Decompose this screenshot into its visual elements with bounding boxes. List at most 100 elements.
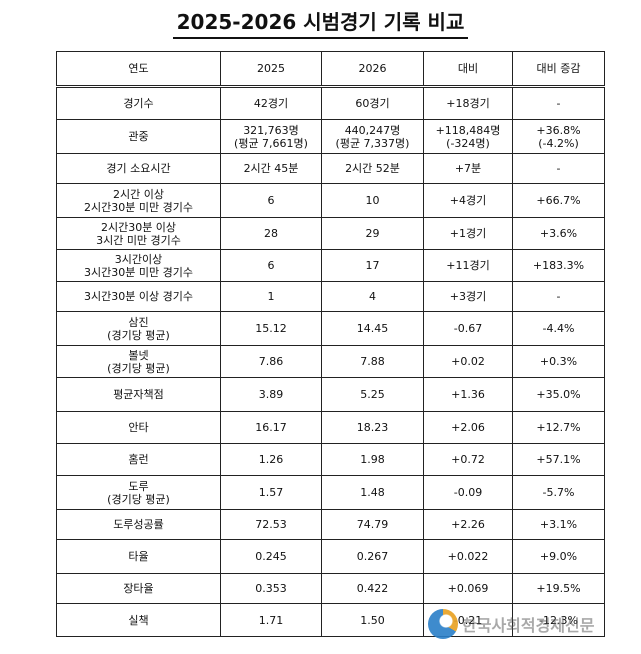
value-2026: 1.48 [321,475,424,510]
row-label: 3시간30분 이상 경기수 [56,281,221,312]
row-label: 타율 [56,539,221,574]
table-row: 삼진 (경기당 평균) 15.12 14.45 -0.67 -4.4% [56,311,605,346]
value-2026: 17 [321,249,424,282]
value-change-pct: +12.7% [512,411,605,444]
value-2025: 1 [220,281,322,312]
value-change-pct: +3.1% [512,509,605,540]
row-label: 3시간이상 3시간30분 미만 경기수 [56,249,221,282]
value-diff: +0.72 [423,443,513,476]
value-2025: 1.57 [220,475,322,510]
value-change-pct: +57.1% [512,443,605,476]
table-body: 경기수 42경기 60경기 +18경기 - 관중 321,763명 (평균 7,661명) 4… [56,86,605,637]
value-diff: +1.36 [423,377,513,412]
value-2025: 16.17 [220,411,322,444]
row-label: 도루성공률 [56,509,221,540]
value-diff: +0.02 [423,345,513,378]
header-diff: 대비 [423,51,513,88]
page-title-text: 2025-2026 시범경기 기록 비교 [172,6,469,39]
value-2025: 0.245 [220,539,322,574]
table-row: 2시간30분 이상 3시간 미만 경기수 28 29 +1경기 +3.6% [56,217,605,250]
value-2025: 2시간 45분 [220,153,322,184]
value-2026: 10 [321,183,424,218]
comparison-table: 연도 2025 2026 대비 대비 증감 경기수 42경기 60경기 +18경기 - 관… [56,51,605,637]
value-2026: 5.25 [321,377,424,412]
value-2026: 60경기 [321,86,424,120]
table-row: 관중 321,763명 (평균 7,661명) 440,247명 (평균 7,337… [56,119,605,154]
value-2026: 29 [321,217,424,250]
table-row: 도루성공률 72.53 74.79 +2.26 +3.1% [56,509,605,540]
value-diff: +7분 [423,153,513,184]
watermark-text: 한국사회적경제신문 [462,616,595,635]
value-2025: 6 [220,183,322,218]
value-2026: 1.50 [321,603,424,637]
value-change-pct: +19.5% [512,573,605,604]
value-2025: 0.353 [220,573,322,604]
value-change-pct: +9.0% [512,539,605,574]
table-row: 평균자책점 3.89 5.25 +1.36 +35.0% [56,377,605,412]
row-label: 도루 (경기당 평균) [56,475,221,510]
value-change-pct: +0.3% [512,345,605,378]
table-row: 실책 1.71 1.50 -0.21 -12.3% [56,603,605,637]
table-row: 도루 (경기당 평균) 1.57 1.48 -0.09 -5.7% [56,475,605,510]
header-change-pct: 대비 증감 [512,51,605,88]
value-change-pct: - [512,86,605,120]
value-change-pct: +36.8% (-4.2%) [512,119,605,154]
value-2026: 440,247명 (평균 7,337명) [321,119,424,154]
table-header-row: 연도 2025 2026 대비 대비 증감 [56,51,605,88]
row-label: 경기 소요시간 [56,153,221,184]
value-2025: 1.71 [220,603,322,637]
table-row: 볼넷 (경기당 평균) 7.86 7.88 +0.02 +0.3% [56,345,605,378]
value-diff: +11경기 [423,249,513,282]
table-row: 장타율 0.353 0.422 +0.069 +19.5% [56,573,605,604]
table-row: 타율 0.245 0.267 +0.022 +9.0% [56,539,605,574]
value-change-pct: - [512,153,605,184]
value-2026: 14.45 [321,311,424,346]
table-row: 3시간이상 3시간30분 미만 경기수 6 17 +11경기 +183.3% [56,249,605,282]
row-label: 삼진 (경기당 평균) [56,311,221,346]
value-2025: 72.53 [220,509,322,540]
value-diff: +1경기 [423,217,513,250]
watermark: 한국사회적경제신문 [428,602,594,646]
value-change-pct: - [512,281,605,312]
value-2025: 42경기 [220,86,322,120]
value-diff: +2.26 [423,509,513,540]
value-diff: +2.06 [423,411,513,444]
value-2026: 18.23 [321,411,424,444]
value-change-pct: -4.4% [512,311,605,346]
value-diff: +3경기 [423,281,513,312]
table-row: 안타 16.17 18.23 +2.06 +12.7% [56,411,605,444]
row-label: 볼넷 (경기당 평균) [56,345,221,378]
value-change-pct: +3.6% [512,217,605,250]
value-2026: 74.79 [321,509,424,540]
value-2026: 0.267 [321,539,424,574]
value-diff: +18경기 [423,86,513,120]
value-2025: 15.12 [220,311,322,346]
value-change-pct: +66.7% [512,183,605,218]
header-year: 연도 [56,51,221,88]
header-2025: 2025 [220,51,322,88]
value-2026: 0.422 [321,573,424,604]
value-change-pct: -5.7% [512,475,605,510]
value-2025: 321,763명 (평균 7,661명) [220,119,322,154]
row-label: 실책 [56,603,221,637]
row-label: 2시간30분 이상 3시간 미만 경기수 [56,217,221,250]
row-label: 2시간 이상 2시간30분 미만 경기수 [56,183,221,218]
table-row: 경기수 42경기 60경기 +18경기 - [56,86,605,120]
value-diff: +0.069 [423,573,513,604]
row-label: 평균자책점 [56,377,221,412]
table-row: 홈런 1.26 1.98 +0.72 +57.1% [56,443,605,476]
page-title: 2025-2026 시범경기 기록 비교 [0,6,641,39]
value-diff: +4경기 [423,183,513,218]
value-2025: 1.26 [220,443,322,476]
value-2025: 6 [220,249,322,282]
row-label: 홈런 [56,443,221,476]
table-row: 3시간30분 이상 경기수 1 4 +3경기 - [56,281,605,312]
circle-logo-icon [428,609,458,639]
value-2025: 28 [220,217,322,250]
header-2026: 2026 [321,51,424,88]
value-2026: 1.98 [321,443,424,476]
value-change-pct: +35.0% [512,377,605,412]
value-change-pct: -12.3% [512,603,605,637]
value-2026: 4 [321,281,424,312]
table-row: 2시간 이상 2시간30분 미만 경기수 6 10 +4경기 +66.7% [56,183,605,218]
